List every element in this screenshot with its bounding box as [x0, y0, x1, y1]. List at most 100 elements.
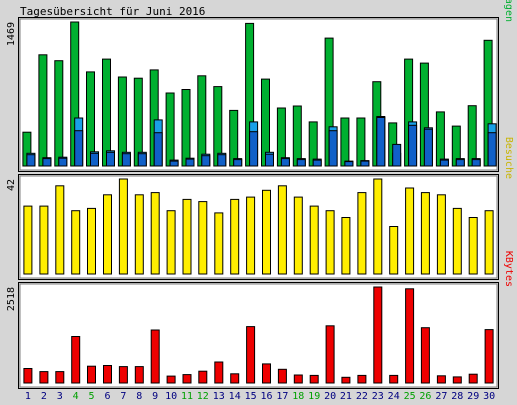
x-tick-label-10: 10 [165, 391, 177, 402]
x-tick-label-24: 24 [388, 391, 400, 402]
bar-anfragen-day-27 [435, 111, 445, 167]
y-max-label: 1469 [6, 22, 17, 46]
bar-kbytes-day-13 [214, 361, 224, 384]
x-tick-label-3: 3 [57, 391, 63, 402]
plot-area [19, 18, 498, 171]
bar-besuche-day-14 [230, 198, 240, 275]
x-tick-label-14: 14 [229, 391, 241, 402]
bar-anfragen-day-21 [340, 117, 350, 167]
bar-kbytes-day-23 [373, 286, 383, 384]
bar-anfragen-day-10 [165, 92, 175, 167]
bar-anfragen-day-29 [467, 105, 477, 167]
bar-anfragen-day-2 [38, 54, 48, 167]
x-tick-label-30: 30 [483, 391, 495, 402]
bar-seiten-day-22 [360, 160, 370, 167]
bar-kbytes-day-21 [341, 376, 351, 384]
bar-besuche-day-15 [246, 196, 256, 275]
x-tick-label-6: 6 [104, 391, 110, 402]
x-tick-label-27: 27 [435, 391, 447, 402]
bar-seiten-day-11 [185, 158, 195, 167]
bar-seiten-day-29 [471, 159, 481, 167]
bar-besuche-day-6 [103, 194, 112, 275]
x-tick-label-29: 29 [467, 391, 479, 402]
bar-seiten-day-6 [106, 151, 115, 167]
bar-seiten-day-23 [376, 117, 386, 167]
bar-seiten-day-3 [58, 157, 68, 167]
bar-kbytes-day-2 [39, 371, 49, 384]
bar-kbytes-day-15 [246, 326, 256, 384]
bar-seiten-day-12 [201, 155, 211, 167]
bar-besuche-day-13 [214, 212, 224, 275]
bar-kbytes-day-26 [420, 327, 430, 384]
bar-besuche-day-22 [357, 192, 367, 275]
bar-kbytes-day-1 [23, 368, 33, 384]
panel-3: 2518 KBytes [6, 251, 514, 389]
bar-besuche-day-17 [277, 185, 287, 275]
x-tick-label-15: 15 [245, 391, 257, 402]
x-tick-label-26: 26 [419, 391, 431, 402]
bar-anfragen-day-12 [197, 75, 207, 167]
bar-seiten-day-28 [455, 159, 465, 167]
panel-2: 42 Besuche [6, 137, 514, 280]
bar-kbytes-day-14 [230, 373, 240, 384]
chart-title: Tagesübersicht für Juni 2016 [20, 5, 205, 18]
legend-label-part: Anfragen [503, 0, 514, 22]
x-tick-label-23: 23 [372, 391, 384, 402]
bar-seiten-day-27 [439, 159, 449, 167]
bar-kbytes-day-18 [293, 374, 303, 384]
bar-seiten-day-25 [408, 124, 418, 167]
bar-seiten-day-13 [217, 154, 227, 167]
x-tick-label-25: 25 [404, 391, 416, 402]
bar-besuche-day-16 [262, 189, 271, 275]
panel-frame [18, 282, 499, 389]
bar-seiten-day-1 [26, 154, 36, 167]
bar-anfragen-day-14 [229, 109, 239, 167]
bar-kbytes-day-19 [309, 374, 319, 384]
bar-seiten-day-17 [280, 158, 290, 167]
x-tick-label-12: 12 [197, 391, 209, 402]
x-tick-label-16: 16 [260, 391, 272, 402]
plot-area [19, 175, 498, 279]
bar-kbytes-day-27 [436, 375, 446, 384]
bar-besuche-day-25 [405, 187, 415, 275]
bar-seiten-day-9 [153, 132, 163, 167]
bar-kbytes-day-8 [134, 366, 144, 384]
bar-besuche-day-12 [198, 201, 208, 275]
bar-kbytes-day-16 [262, 363, 271, 384]
bar-besuche-day-21 [341, 217, 351, 275]
bar-besuche-day-24 [389, 226, 399, 275]
bar-seiten-day-5 [90, 152, 99, 167]
panel-frame [18, 17, 499, 172]
y-max-label: 2518 [6, 287, 17, 311]
bar-besuche-day-30 [484, 210, 494, 275]
bar-besuche-day-28 [452, 207, 462, 275]
x-tick-label-19: 19 [308, 391, 320, 402]
bar-seiten-day-19 [312, 159, 322, 167]
bar-besuche-day-4 [71, 210, 81, 275]
y-max-label: 42 [6, 179, 17, 191]
x-tick-label-2: 2 [41, 391, 47, 402]
bar-besuche-day-11 [182, 198, 192, 275]
legend-label-part: KBytes [503, 251, 514, 287]
bar-kbytes-day-29 [468, 373, 478, 384]
bar-besuche-day-19 [309, 205, 319, 275]
bar-seiten-day-26 [423, 128, 433, 167]
bar-besuche-day-5 [87, 207, 96, 275]
bar-kbytes-day-30 [484, 329, 494, 384]
bar-kbytes-day-28 [452, 376, 462, 384]
bar-kbytes-day-11 [182, 374, 192, 384]
bar-besuche-day-1 [23, 205, 33, 275]
bar-besuche-day-3 [55, 185, 65, 275]
bar-seiten-day-8 [137, 153, 147, 167]
x-tick-label-7: 7 [120, 391, 126, 402]
bar-besuche-day-29 [468, 217, 478, 275]
x-tick-label-8: 8 [136, 391, 142, 402]
bar-seiten-day-10 [169, 160, 179, 167]
x-tick-label-1: 1 [25, 391, 31, 402]
bar-besuche-day-23 [373, 178, 383, 275]
bar-anfragen-day-11 [181, 89, 191, 167]
plot-area [19, 283, 498, 388]
bar-seiten-day-7 [121, 153, 131, 167]
x-tick-label-17: 17 [276, 391, 288, 402]
